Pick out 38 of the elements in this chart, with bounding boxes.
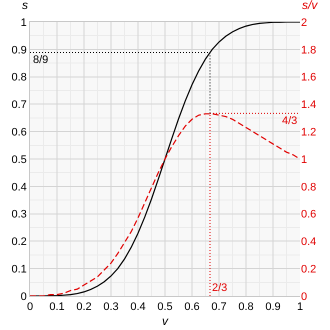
y2-tick-label: 1.4 [301,99,316,112]
y2-tick-label: 1 [301,154,308,166]
y-tick-label: 0.5 [12,154,27,166]
y-tick-label: 0 [20,290,27,303]
y2-tick-label: 1.2 [301,126,316,138]
x-tick-label: 0.6 [184,301,200,314]
y2-axis-title: s/v [302,0,318,12]
x-tick-label: 0.9 [265,301,281,314]
x-tick-label: 0.3 [103,301,119,314]
x-tick-label: 1 [296,301,304,314]
x-tick-label: 0.8 [238,301,254,314]
y-tick-label: 1 [20,16,27,29]
x-tick-label: 0.7 [211,301,227,314]
y-tick-label: 0.4 [12,181,27,194]
y2-tick-label: 1.8 [301,44,316,56]
x-tick-label: 0.1 [49,301,65,314]
y-tick-label: 0.8 [12,72,27,84]
annotation: 8/9 [33,54,48,66]
y-tick-label: 0.6 [12,126,27,138]
y-tick-label: 0.2 [12,236,27,248]
x-tick-label: 0.2 [76,301,92,314]
annotation: 4/3 [282,115,298,127]
x-axis-title: v [162,314,169,328]
x-tick-label: 0.5 [157,301,173,314]
y2-tick-label: 1.6 [301,72,316,84]
y-tick-label: 0.9 [12,44,27,56]
y-axis-title: s [22,0,28,12]
y-tick-label: 0.3 [12,208,27,221]
y-tick-label: 0.1 [12,263,27,276]
y2-tick-label: 0 [301,290,308,303]
y2-tick-label: 0.6 [301,208,316,221]
y2-tick-label: 0.4 [301,236,316,248]
y-tick-label: 0.7 [12,99,27,112]
y2-tick-label: 2 [301,16,308,29]
y2-tick-label: 0.2 [301,263,316,276]
x-tick-label: 0.4 [130,301,146,314]
annotation: 2/3 [212,282,228,294]
y2-tick-label: 0.8 [301,181,316,194]
